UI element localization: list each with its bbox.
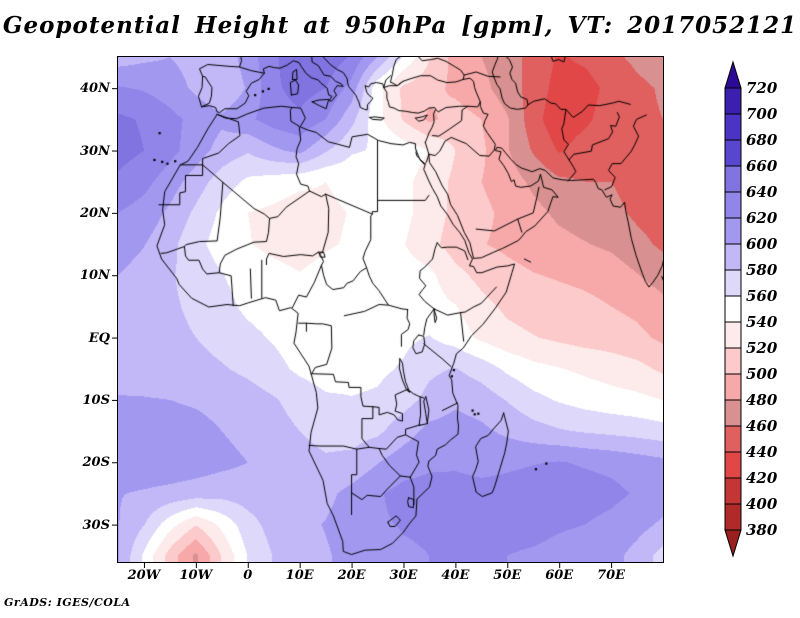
colorbar-segment (724, 477, 742, 505)
x-tick-label: 30E (389, 568, 418, 583)
colorbar-segment (724, 139, 742, 167)
y-tick-label: 20N (80, 205, 110, 221)
y-tick-label: 30S (82, 517, 110, 533)
y-tick-label: 40N (80, 81, 110, 97)
colorbar-segment (724, 269, 742, 297)
colorbar-tick-label: 420 (746, 469, 778, 487)
x-tick-label: 20E (337, 568, 366, 583)
colorbar-segment (724, 243, 742, 271)
colorbar-legend: 720 700 680 660 640 620 600 580 560 540 520 500 480 4… (724, 60, 778, 558)
colorbar-arrow-bottom (724, 529, 742, 558)
colorbar-segment (724, 425, 742, 453)
colorbar-tick-label: 380 (746, 521, 778, 539)
colorbar-tick-label: 480 (746, 391, 778, 409)
colorbar-tick-label: 400 (746, 495, 778, 513)
colorbar-arrow-top (724, 60, 742, 89)
colorbar-segment (724, 217, 742, 245)
y-tick-label: EQ (88, 330, 110, 346)
x-tick-label: 40E (441, 568, 470, 583)
y-tick-label: 20S (82, 455, 110, 471)
y-tick-label: 10N (80, 268, 110, 284)
colorbar-segment (724, 373, 742, 401)
y-tick-label: 10S (82, 392, 110, 408)
x-tick-label: 50E (493, 568, 522, 583)
x-tick-label: 10E (285, 568, 314, 583)
map-plot-area (117, 56, 664, 563)
colorbar-tick-label: 560 (746, 287, 778, 305)
colorbar-segment (724, 191, 742, 219)
colorbar-tick-label: 500 (746, 365, 778, 383)
colorbar-segment (724, 451, 742, 479)
x-tick-label: 10W (179, 568, 213, 583)
colorbar-tick-label: 540 (746, 313, 778, 331)
x-tick-label: 0 (243, 568, 253, 583)
colorbar-tick-label: 720 (746, 79, 778, 97)
colorbar-tick-label: 440 (746, 443, 778, 461)
colorbar-tick-label: 660 (746, 157, 778, 175)
colorbar-segment (724, 503, 742, 531)
grads-attribution: GrADS: IGES/COLA (4, 596, 131, 609)
colorbar-tick-label: 580 (746, 261, 778, 279)
x-tick-label: 20W (127, 568, 161, 583)
colorbar-tick-label: 600 (746, 235, 778, 253)
x-tick-label: 60E (545, 568, 574, 583)
colorbar-segment (724, 165, 742, 193)
colorbar-tick-label: 620 (746, 209, 778, 227)
colorbar-segment (724, 347, 742, 375)
colorbar-segment (724, 295, 742, 323)
filled-contour-map-canvas (118, 57, 663, 562)
y-tick-label: 30N (80, 143, 110, 159)
colorbar-segment (724, 399, 742, 427)
chart-title: Geopotential Height at 950hPa [gpm], VT:… (2, 12, 798, 39)
colorbar-tick-label: 680 (746, 131, 778, 149)
colorbar-segment (724, 113, 742, 141)
colorbar-tick-label: 460 (746, 417, 778, 435)
colorbar-segment (724, 321, 742, 349)
colorbar-tick-label: 640 (746, 183, 778, 201)
colorbar-segment (724, 87, 742, 115)
colorbar-tick-label: 700 (746, 105, 778, 123)
x-tick-label: 70E (597, 568, 626, 583)
colorbar-tick-label: 520 (746, 339, 778, 357)
